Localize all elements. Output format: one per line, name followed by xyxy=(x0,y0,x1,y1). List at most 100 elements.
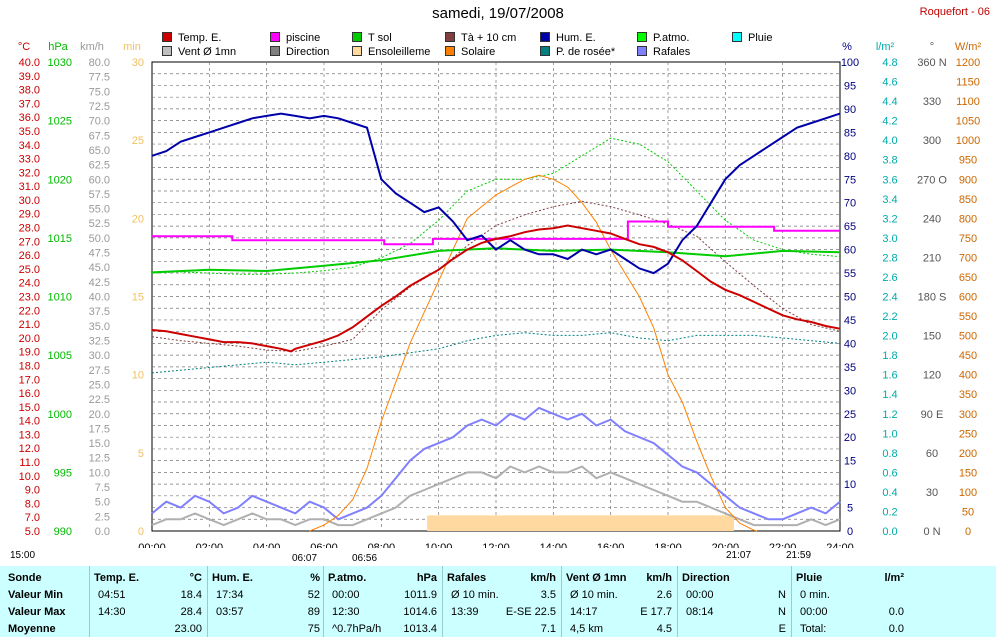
table-column-divider xyxy=(791,566,792,637)
table-cell-time: 14:17 xyxy=(570,606,598,618)
wind-axis-tick: 15.0 xyxy=(89,438,110,450)
series-vent-1mn xyxy=(151,465,841,527)
table-cell-value: 1014.6 xyxy=(403,606,437,618)
table-cell-time: 13:39 xyxy=(451,606,479,618)
solar-axis-tick: 700 xyxy=(959,252,977,264)
x-tick-label: 10:00 xyxy=(425,542,453,548)
sunset-label: 21:07 xyxy=(726,550,752,561)
legend-swatch xyxy=(162,32,172,42)
direction-axis-tick: 0 N xyxy=(923,526,940,538)
humidity-axis-tick: 80 xyxy=(844,151,856,163)
wind-axis-tick: 77.5 xyxy=(89,72,110,84)
table-cell-value: N xyxy=(778,589,786,601)
table-cell-time: 00:00 xyxy=(800,606,828,618)
wind-axis-tick: 37.5 xyxy=(89,306,110,318)
wind-axis-tick: 30.0 xyxy=(89,350,110,362)
series-solaire xyxy=(309,174,758,532)
temp-axis-tick: 34.0 xyxy=(19,140,40,152)
table-cell-time: Ø 10 min. xyxy=(451,589,499,601)
humidity-axis-tick: 25 xyxy=(844,409,856,421)
wind-axis-tick: 75.0 xyxy=(89,86,110,98)
sunset-local-label: 21:59 xyxy=(786,550,812,561)
legend-swatch xyxy=(540,46,550,56)
sun-axis-tick: 10 xyxy=(132,370,144,382)
table-cell-time: 08:14 xyxy=(686,606,714,618)
legend-label: Vent Ø 1mn xyxy=(178,46,237,58)
legend-swatch xyxy=(540,32,550,42)
x-tick-label: 16:00 xyxy=(597,542,625,548)
table-cell-value: 3.5 xyxy=(540,589,556,601)
sun-axis-unit: min xyxy=(123,41,141,53)
series-ensoleilleme xyxy=(427,515,734,531)
sun-axis-tick: 0 xyxy=(138,526,144,538)
direction-axis-unit: ° xyxy=(930,41,934,53)
direction-axis-tick: 300 xyxy=(923,135,941,147)
temp-axis-tick: 14.0 xyxy=(19,416,40,428)
wind-axis-unit: km/h xyxy=(80,41,104,53)
day-start-label: 15:00 xyxy=(10,550,36,561)
temp-axis-tick: 21.0 xyxy=(19,319,40,331)
sun-axis-tick: 15 xyxy=(132,292,144,304)
solar-axis-tick: 200 xyxy=(959,448,977,460)
rain-axis-tick: 1.2 xyxy=(882,409,897,421)
legend-label: piscine xyxy=(286,32,321,44)
rain-axis-tick: 1.0 xyxy=(882,428,897,440)
temp-axis-tick: 24.0 xyxy=(19,278,40,290)
pressure-axis-tick: 1000 xyxy=(48,409,72,421)
table-cell-time: 03:57 xyxy=(216,606,244,618)
solar-axis-tick: 600 xyxy=(959,292,977,304)
wind-axis-tick: 72.5 xyxy=(89,101,110,113)
rain-axis-tick: 2.0 xyxy=(882,331,897,343)
table-col-header: Vent Ø 1mn xyxy=(566,572,627,584)
legend-swatch xyxy=(352,32,362,42)
legend-item: Hum. E. xyxy=(540,32,596,44)
solar-axis-tick: 400 xyxy=(959,370,977,382)
table-cell-value: E-SE 22.5 xyxy=(505,606,556,618)
solar-axis-tick: 1150 xyxy=(956,77,980,89)
wind-axis-tick: 5.0 xyxy=(95,497,110,509)
table-cell-time: 12:30 xyxy=(332,606,360,618)
table-cell-value: 89 xyxy=(307,606,320,618)
legend-label: Solaire xyxy=(461,46,496,58)
solar-axis-tick: 1100 xyxy=(956,96,980,108)
rain-axis-tick: 4.0 xyxy=(882,135,897,147)
table-cell-value: 28.4 xyxy=(180,606,202,618)
table-col-header: Hum. E. xyxy=(212,572,253,584)
humidity-axis-tick: 15 xyxy=(844,456,856,468)
series-rafales xyxy=(151,406,841,521)
temp-axis-tick: 33.0 xyxy=(19,154,40,166)
temp-axis-tick: 22.0 xyxy=(19,305,40,317)
wind-axis-tick: 52.5 xyxy=(89,218,110,230)
solar-axis-tick: 950 xyxy=(959,155,977,167)
x-tick-label: 12:00 xyxy=(482,542,510,548)
pressure-axis-tick: 1025 xyxy=(48,116,72,128)
legend-label: P. de rosée* xyxy=(556,46,616,58)
rain-axis-tick: 2.2 xyxy=(882,311,897,323)
temp-axis-tick: 35.0 xyxy=(19,126,40,138)
pressure-axis-tick: 1010 xyxy=(48,292,72,304)
direction-axis-tick: 30 xyxy=(926,487,938,499)
temp-axis-tick: 30.0 xyxy=(19,195,40,207)
temp-axis-tick: 38.0 xyxy=(19,85,40,97)
table-col-header: Temp. E. xyxy=(94,572,140,584)
rain-axis-tick: 0.6 xyxy=(882,467,897,479)
wind-axis-tick: 12.5 xyxy=(89,453,110,465)
temp-axis-tick: 17.0 xyxy=(19,374,40,386)
rain-axis-tick: 2.6 xyxy=(882,272,897,284)
x-tick-label: 18:00 xyxy=(654,542,682,548)
legend-label: T sol xyxy=(368,32,392,44)
temp-axis-tick: 15.0 xyxy=(19,402,40,414)
legend-item: Rafales xyxy=(637,46,690,58)
legend-swatch xyxy=(270,32,280,42)
rain-axis-tick: 4.6 xyxy=(882,77,897,89)
wind-axis-tick: 70.0 xyxy=(89,116,110,128)
series-hum-e xyxy=(151,112,841,275)
temp-axis-tick: 23.0 xyxy=(19,292,40,304)
table-cell-time: 17:34 xyxy=(216,589,244,601)
wind-axis-tick: 62.5 xyxy=(89,160,110,172)
solar-axis-tick: 0 xyxy=(965,526,971,538)
rain-axis-tick: 4.2 xyxy=(882,116,897,128)
rain-axis-tick: 0.2 xyxy=(882,506,897,518)
temp-axis-tick: 28.0 xyxy=(19,223,40,235)
temp-axis-tick: 13.0 xyxy=(19,429,40,441)
